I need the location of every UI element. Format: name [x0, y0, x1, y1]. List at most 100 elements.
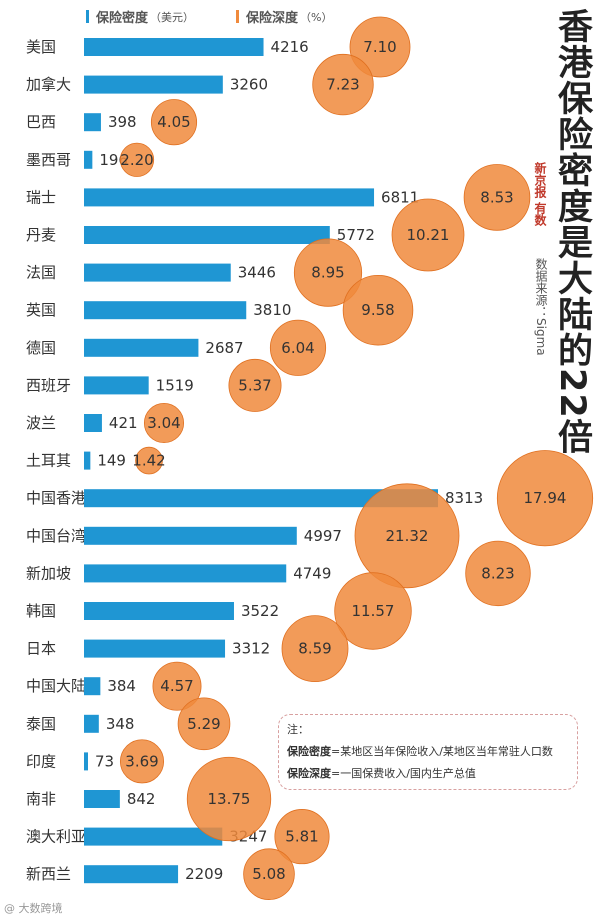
note-density-term: 保险密度	[287, 745, 331, 758]
category-label: 美国	[26, 38, 56, 56]
category-label: 英国	[26, 301, 56, 319]
legend-swatch-0	[86, 10, 89, 23]
depth-bubble	[342, 274, 414, 346]
watermark: @ 大数跨境	[4, 902, 63, 915]
density-value-label: 421	[109, 414, 138, 432]
legend-swatch-1	[236, 10, 239, 23]
depth-bubble-label: 8.53	[480, 188, 513, 206]
depth-bubble	[143, 402, 185, 444]
note-depth: 保险深度=一国保费收入/国内生产总值	[287, 765, 569, 781]
density-bar	[84, 75, 223, 94]
density-value-label: 3522	[241, 602, 279, 620]
depth-bubble-label: 7.23	[326, 76, 359, 94]
depth-bubble-label: 21.32	[386, 527, 429, 545]
depth-bubble	[391, 198, 465, 272]
legend-unit-1: （%）	[300, 11, 332, 24]
legend-label-1: 保险深度	[245, 10, 299, 26]
depth-bubble	[293, 238, 363, 307]
density-value-label: 73	[95, 752, 114, 770]
density-value-label: 3446	[238, 264, 276, 282]
density-bar	[84, 263, 231, 282]
depth-bubble-label: 5.81	[285, 828, 318, 846]
density-value-label: 6811	[381, 188, 419, 206]
depth-bubble	[334, 572, 412, 650]
density-value-label: 8313	[445, 489, 483, 507]
density-bar	[84, 188, 375, 207]
density-value-label: 3312	[232, 640, 270, 658]
density-value-label: 4216	[271, 38, 309, 56]
depth-bubble-label: 8.23	[481, 564, 514, 582]
depth-bubble-label: 2.20	[120, 151, 153, 169]
category-label: 丹麦	[26, 226, 56, 244]
category-label: 波兰	[26, 414, 56, 432]
category-label: 新西兰	[26, 865, 71, 883]
density-bar	[84, 602, 234, 620]
depth-bubble	[119, 739, 165, 784]
depth-bubble-label: 4.05	[157, 113, 190, 131]
density-bar	[84, 752, 88, 771]
category-label: 土耳其	[26, 452, 71, 470]
depth-bubble-label: 8.95	[311, 264, 344, 282]
depth-bubble	[349, 16, 411, 78]
category-label: 印度	[26, 752, 56, 770]
density-bar	[84, 301, 247, 320]
depth-bubble-label: 10.21	[407, 226, 450, 244]
density-value-label: 2687	[205, 339, 243, 357]
depth-bubble	[150, 99, 198, 146]
legend-label-0: 保险密度	[95, 10, 149, 26]
density-bar	[84, 790, 120, 808]
density-value-label: 5772	[337, 226, 375, 244]
depth-bubble-label: 17.94	[524, 489, 567, 507]
density-bar	[84, 414, 102, 432]
depth-bubble	[228, 358, 282, 412]
category-label: 南非	[26, 790, 56, 808]
category-labels: 美国加拿大巴西墨西哥瑞士丹麦法国英国德国西班牙波兰土耳其中国香港中国台湾新加坡韩…	[26, 38, 86, 883]
density-value-label: 3810	[253, 301, 291, 319]
category-label: 墨西哥	[26, 151, 71, 169]
category-label: 韩国	[26, 602, 56, 620]
category-label: 中国台湾	[26, 527, 86, 545]
category-label: 泰国	[26, 715, 56, 733]
depth-bubble	[496, 450, 594, 547]
depth-bubble-label: 5.37	[238, 376, 271, 394]
publisher-logo: 新京报 有数	[532, 162, 549, 227]
note-depth-def: =一国保费收入/国内生产总值	[331, 767, 476, 780]
category-label: 德国	[26, 339, 56, 357]
note-box: 注： 保险密度=某地区当年保险收入/某地区当年常驻人口数 保险深度=一国保费收入…	[278, 714, 578, 790]
density-value-label: 348	[106, 715, 135, 733]
density-bar	[84, 338, 199, 357]
density-value-label: 4749	[293, 564, 331, 582]
density-value-label: 149	[97, 452, 126, 470]
category-label: 加拿大	[26, 76, 71, 94]
note-heading: 注：	[287, 723, 309, 736]
depth-bubble	[274, 809, 330, 865]
depth-bubble-label: 4.57	[160, 677, 193, 695]
density-bar	[84, 639, 226, 658]
depth-bubble-label: 9.58	[361, 301, 394, 319]
density-bar	[84, 226, 330, 244]
legend: 保险密度 （美元） 保险深度 （%）	[86, 10, 332, 26]
depth-bubble-label: 13.75	[208, 790, 251, 808]
density-bar	[84, 38, 264, 56]
depth-bubble-label: 8.59	[298, 640, 331, 658]
depth-bubble	[463, 164, 531, 231]
depth-bubble	[465, 540, 531, 607]
chart-title: 香港保险密度是大陆的22倍	[552, 8, 592, 455]
category-label: 法国	[26, 264, 56, 282]
density-value-label: 1519	[156, 376, 194, 394]
depth-bubble-labels: 7.10 7.23 4.05 2.20 8.53 10.21 8.95 9.58 6.04 5.3…	[120, 38, 566, 883]
depth-bubbles	[119, 16, 594, 900]
density-bar	[84, 150, 93, 169]
category-label: 瑞士	[26, 188, 56, 206]
category-label: 中国大陆	[26, 677, 86, 695]
depth-bubble	[312, 53, 374, 116]
depth-bubble-label: 5.08	[252, 865, 285, 883]
note-depth-term: 保险深度	[287, 767, 331, 780]
depth-bubble-label: 3.69	[125, 752, 158, 770]
density-bar	[84, 451, 91, 470]
density-bar	[84, 376, 149, 395]
density-bars	[84, 38, 438, 884]
density-bar	[84, 113, 101, 132]
depth-bubble-label: 11.57	[352, 602, 395, 620]
